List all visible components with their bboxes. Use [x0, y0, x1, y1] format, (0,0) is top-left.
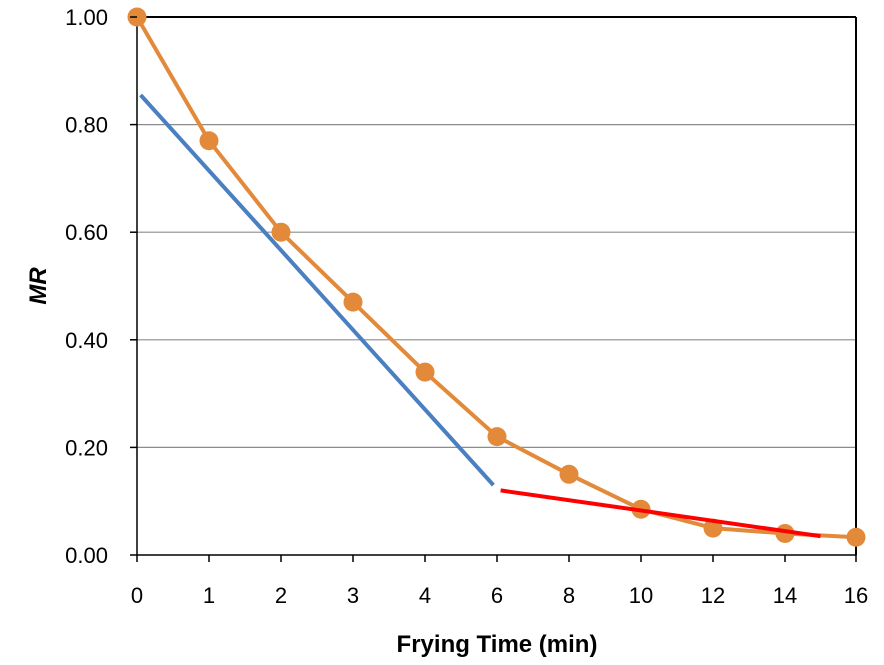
y-tick-label: 0.20	[65, 435, 108, 460]
x-tick-label: 4	[419, 583, 431, 608]
y-tick-label: 0.00	[65, 543, 108, 568]
x-tick-label: 2	[275, 583, 287, 608]
plot-frame	[136, 16, 857, 556]
series-1-point	[487, 427, 507, 447]
series-1-point	[846, 527, 866, 547]
x-tick-label: 3	[347, 583, 359, 608]
x-axis-title: Frying Time (min)	[397, 631, 598, 658]
x-axis-ticks: 0 1 2 3 4 6 8 10 12 14 16	[131, 555, 868, 608]
series-1-line	[135, 15, 857, 540]
y-tick-label: 1.00	[65, 5, 108, 30]
x-tick-label: 8	[563, 583, 575, 608]
x-tick-label: 10	[629, 583, 653, 608]
x-tick-label: 1	[203, 583, 215, 608]
y-axis-ticks: 0.00 0.20 0.40 0.60 0.80 1.00	[65, 5, 137, 568]
x-tick-label: 6	[491, 583, 503, 608]
x-tick-label: 16	[844, 583, 868, 608]
series-1-point	[343, 292, 363, 312]
series-1-point	[271, 222, 291, 242]
y-axis-title: MR	[25, 267, 52, 305]
series-1-point	[559, 464, 579, 484]
grid-lines	[137, 123, 856, 448]
y-tick-label: 0.40	[65, 328, 108, 353]
x-tick-label: 12	[701, 583, 725, 608]
y-tick-label: 0.60	[65, 220, 108, 245]
series-2-line	[139, 93, 495, 487]
x-tick-label: 0	[131, 583, 143, 608]
series-1-point	[415, 362, 435, 382]
series-layer	[127, 7, 866, 547]
y-tick-label: 0.80	[65, 113, 108, 138]
x-tick-label: 14	[773, 583, 797, 608]
series-3-line	[500, 488, 821, 539]
series-1-point	[199, 131, 219, 151]
